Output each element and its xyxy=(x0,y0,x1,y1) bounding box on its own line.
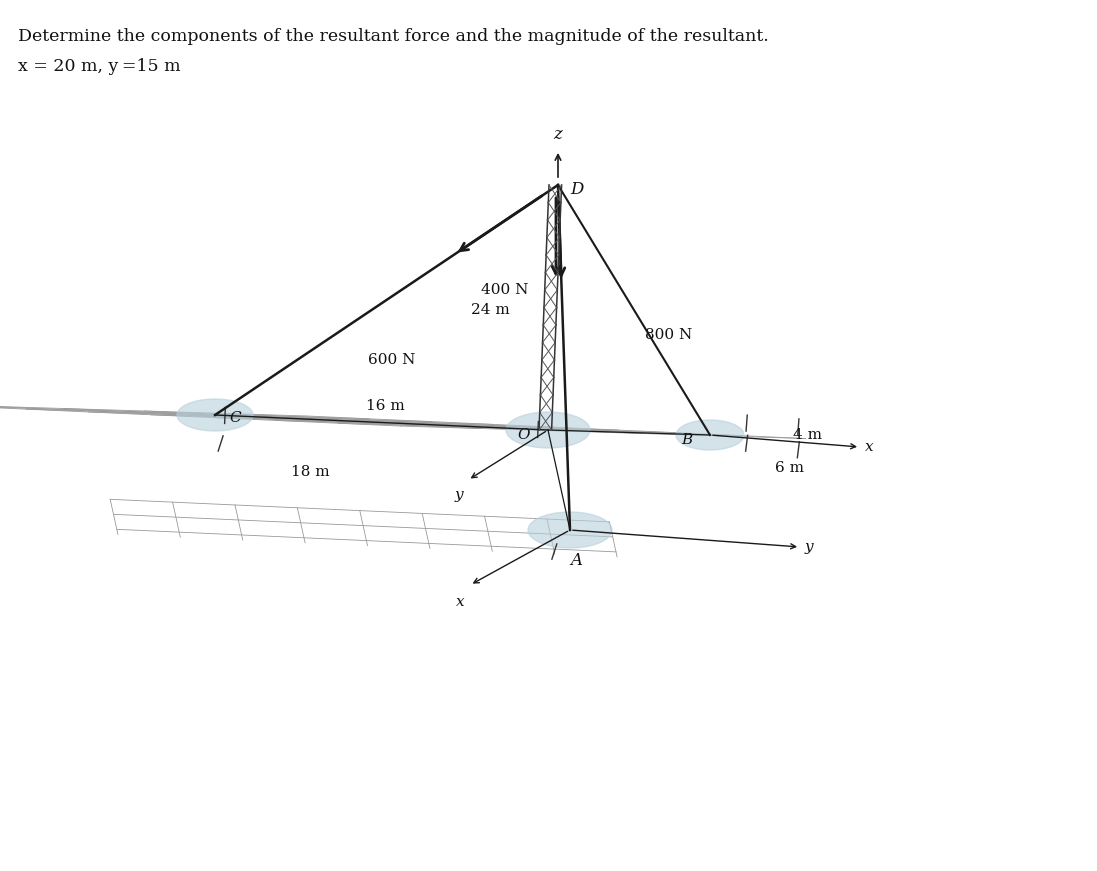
Polygon shape xyxy=(177,399,253,431)
Text: x = 20 m, y =15 m: x = 20 m, y =15 m xyxy=(18,58,181,75)
Text: 4 m: 4 m xyxy=(793,428,822,442)
Text: x: x xyxy=(866,440,873,454)
Text: 6 m: 6 m xyxy=(774,461,804,475)
Text: 16 m: 16 m xyxy=(365,399,405,413)
Text: z: z xyxy=(554,126,563,143)
Text: C: C xyxy=(229,411,240,425)
Text: B: B xyxy=(681,433,692,447)
Text: 24 m: 24 m xyxy=(472,303,510,317)
Text: y: y xyxy=(805,540,814,554)
Text: A: A xyxy=(570,552,583,569)
Text: Determine the components of the resultant force and the magnitude of the resulta: Determine the components of the resultan… xyxy=(18,28,769,45)
Polygon shape xyxy=(676,420,744,450)
Text: O: O xyxy=(518,428,530,442)
Text: x: x xyxy=(456,595,465,609)
Text: 400 N: 400 N xyxy=(480,283,528,297)
Text: 600 N: 600 N xyxy=(367,353,415,367)
Polygon shape xyxy=(528,512,612,548)
Polygon shape xyxy=(506,412,590,448)
Text: 18 m: 18 m xyxy=(291,465,329,479)
Text: 800 N: 800 N xyxy=(645,328,692,342)
Text: D: D xyxy=(570,181,584,199)
Text: y: y xyxy=(454,488,463,502)
